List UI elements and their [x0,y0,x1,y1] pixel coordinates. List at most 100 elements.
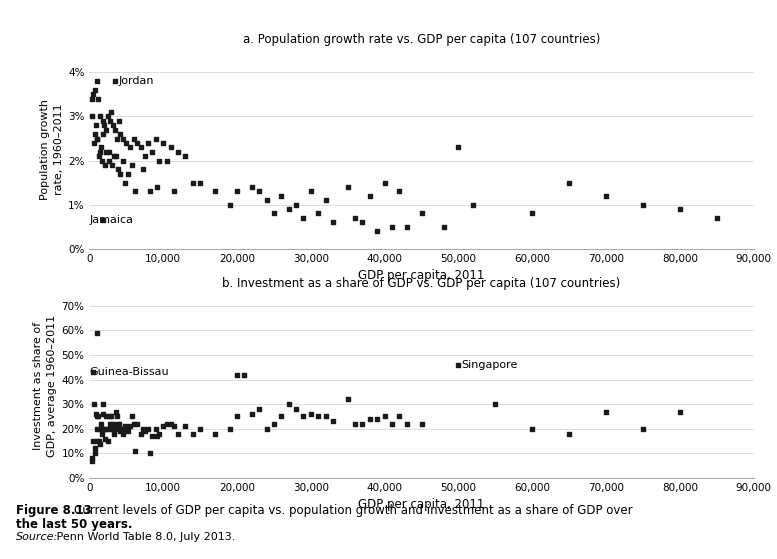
Point [124,143,136,152]
Point [120,139,132,148]
Point [282,400,294,409]
Point [119,422,131,431]
Point [146,147,159,156]
Point [526,209,538,218]
Point [121,169,134,178]
Point [126,160,138,169]
Point [151,432,163,440]
Point [90,328,103,337]
Point [563,429,575,438]
Point [138,151,151,160]
Point [297,412,309,421]
Point [385,419,398,428]
Point [111,134,124,143]
Point [526,424,538,433]
Point [467,200,479,209]
Point [193,424,206,433]
Point [131,139,144,148]
Point [86,454,99,463]
Point [364,191,376,200]
Point [117,429,129,438]
Y-axis label: Population growth
rate, 1960–2011: Population growth rate, 1960–2011 [40,99,64,200]
Point [98,424,110,433]
Point [92,412,104,421]
Point [636,424,649,433]
Point [385,222,398,231]
Point [297,214,309,222]
Point [117,156,130,165]
Point [94,424,106,433]
Point [91,437,103,446]
Point [326,218,339,227]
Point [94,112,106,121]
Point [349,214,361,222]
Point [138,427,151,435]
Point [90,77,103,86]
Point [117,134,129,143]
Point [112,419,124,428]
Point [127,134,140,143]
Text: Singapore: Singapore [462,360,517,370]
Point [87,368,99,377]
Point [96,400,109,409]
Point [208,187,221,196]
Point [107,429,120,438]
Point [149,424,162,433]
Point [136,424,148,433]
Point [146,432,159,440]
Point [172,429,184,438]
Point [112,165,124,174]
Point [238,370,250,379]
Point [117,424,130,433]
Point [105,412,118,421]
Point [319,196,332,205]
Point [151,183,163,192]
Text: Penn World Table 8.0, July 2013.: Penn World Table 8.0, July 2013. [53,532,235,542]
Point [86,112,99,121]
Point [415,419,427,428]
Point [102,112,114,121]
Point [109,424,121,433]
Point [113,419,125,428]
Point [157,422,169,431]
Text: Jamaica: Jamaica [89,215,134,225]
Point [326,417,339,426]
Point [157,139,169,148]
Point [110,407,122,416]
Point [135,429,148,438]
Point [153,429,166,438]
Point [119,178,131,187]
Point [92,94,104,103]
Point [95,143,107,152]
Point [129,187,141,196]
Point [95,419,107,428]
Point [144,187,156,196]
Point [253,405,266,414]
Point [312,412,325,421]
Point [104,116,117,125]
Point [129,447,141,456]
Point [142,139,155,148]
Point [172,147,184,156]
Point [674,407,686,416]
Point [89,449,102,458]
Point [92,437,105,446]
Point [437,222,450,231]
Point [114,424,127,433]
Point [109,77,121,86]
Point [102,437,114,446]
Point [452,361,465,369]
Point [89,130,101,139]
Point [107,151,120,160]
Point [168,422,180,431]
Point [99,412,112,421]
Point [164,419,176,428]
Point [208,429,221,438]
Point [87,90,99,99]
Point [674,205,686,214]
Point [224,200,236,209]
X-axis label: GDP per capita, 2011: GDP per capita, 2011 [358,499,485,511]
Point [186,178,199,187]
Point [99,160,111,169]
Point [246,183,258,192]
